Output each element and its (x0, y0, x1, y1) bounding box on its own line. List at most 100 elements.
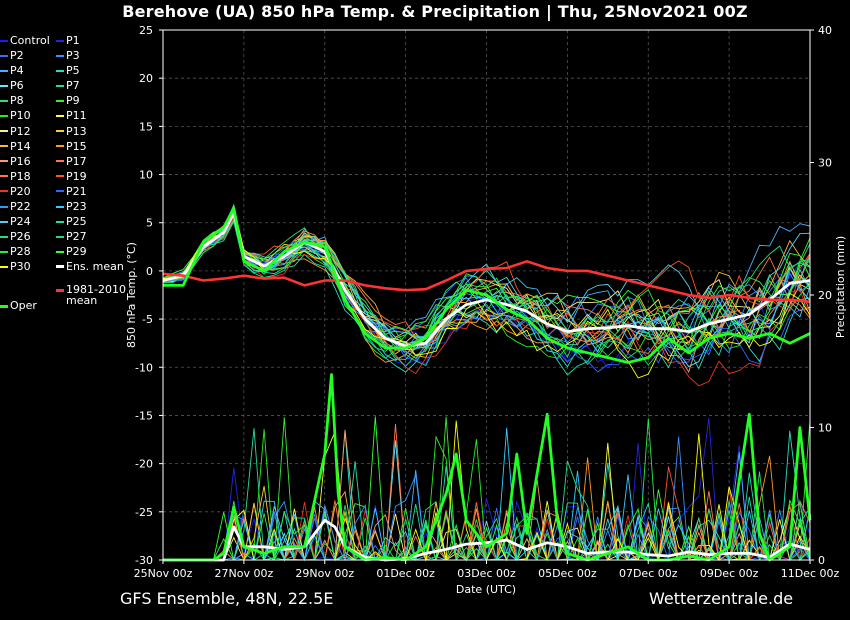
legend-label: P20 (10, 184, 31, 198)
legend-row: P10 P11 (0, 108, 126, 123)
legend-swatch (56, 130, 64, 133)
ensemble-member-temp (162, 213, 811, 348)
y2-tick-label: 10 (818, 422, 832, 435)
x-tick-label: 01Dec 00z (376, 567, 435, 580)
y-tick-label: -30 (135, 554, 153, 567)
ensemble-member-temp (162, 215, 811, 387)
y-tick-label: 25 (139, 24, 153, 37)
legend-row: P26 P27 (0, 229, 126, 244)
legend-label: Ens. mean (66, 260, 124, 274)
legend-entry: P25 (56, 214, 87, 229)
legend-label: P21 (66, 184, 87, 198)
legend-swatch (0, 160, 8, 163)
legend-swatch (56, 288, 64, 292)
y-tick-label: -25 (135, 506, 153, 519)
legend-row: P22 P23 (0, 199, 126, 214)
legend-swatch (0, 39, 8, 42)
legend-label: P12 (10, 124, 31, 138)
legend-row: P14 P15 (0, 139, 126, 154)
legend-swatch (56, 205, 64, 208)
legend-swatch (56, 250, 64, 253)
ensemble-member-temp (162, 219, 811, 363)
legend-row: P2 P3 (0, 48, 126, 63)
legend-row: P24 P25 (0, 214, 126, 229)
x-tick-label: 07Dec 00z (619, 567, 678, 580)
legend-swatch (56, 99, 64, 102)
y-tick-label: 20 (139, 72, 153, 85)
y-tick-label: -5 (142, 313, 153, 326)
legend-entry: P28 (0, 244, 56, 259)
legend-swatch (0, 175, 8, 178)
legend-entry: P8 (0, 93, 56, 108)
legend-entry: P16 (0, 154, 56, 169)
y-axis-left-label: 850 hPa Temp. (°C) (125, 242, 138, 348)
legend-row: P18 P19 (0, 169, 126, 184)
legend-swatch (56, 265, 64, 269)
legend-row: P20 P21 (0, 184, 126, 199)
legend-label: P14 (10, 139, 31, 153)
legend-swatch (0, 84, 8, 87)
legend-entry: P5 (56, 63, 80, 78)
legend-row: P8 P9 (0, 93, 126, 108)
legend-label: P3 (66, 49, 80, 63)
legend-entry: P30 (0, 259, 56, 274)
y-tick-label: 5 (146, 217, 153, 230)
legend-entry: P18 (0, 169, 56, 184)
legend-swatch (0, 54, 8, 57)
y-axis-right: 40 30 20 10 0 (810, 24, 832, 567)
legend-label: P24 (10, 215, 31, 229)
legend-swatch (0, 250, 8, 253)
y2-tick-label: 30 (818, 157, 832, 170)
ensemble-member-temp (162, 211, 811, 373)
legend-label: Control (10, 34, 50, 47)
legend-swatch (56, 235, 64, 238)
legend-swatch (0, 145, 8, 148)
legend-swatch (0, 130, 8, 133)
y2-tick-label: 20 (818, 289, 832, 302)
legend-label: P8 (10, 94, 24, 108)
legend-label: P6 (10, 79, 24, 93)
legend-swatch (56, 84, 64, 87)
x-axis: 25Nov 00z 27Nov 00z 29Nov 00z 01Dec 00z 03De… (134, 560, 839, 580)
legend-label: P28 (10, 245, 31, 259)
legend-label: P9 (66, 94, 80, 108)
legend-entry: P19 (56, 169, 87, 184)
legend-entry: P26 (0, 229, 56, 244)
legend-label: Oper (10, 299, 37, 313)
legend-label: P2 (10, 49, 24, 63)
legend-entry: Ens. mean (56, 259, 124, 274)
legend-entry: P21 (56, 184, 87, 199)
legend-entry: P14 (0, 139, 56, 154)
legend-label: P27 (66, 230, 87, 244)
x-tick-label: 03Dec 00z (457, 567, 516, 580)
legend-swatch (0, 220, 8, 223)
legend-label-line: mean (66, 293, 98, 307)
legend-swatch (56, 115, 64, 118)
legend-entry: P4 (0, 63, 56, 78)
legend-entry: P15 (56, 139, 87, 154)
x-axis-label: Date (UTC) (456, 583, 516, 596)
legend-swatch (56, 69, 64, 72)
legend-label: P18 (10, 169, 31, 183)
highlight-series (162, 206, 812, 562)
legend-row: P4 P5 (0, 63, 126, 78)
legend-label: 1981-2010 mean (66, 284, 126, 306)
legend-row: Oper 1981-2010 mean (0, 284, 126, 314)
legend-entry: P23 (56, 199, 87, 214)
legend-entry: P27 (56, 229, 87, 244)
legend-entry: P1 (56, 33, 80, 48)
legend-entry-climatology: 1981-2010 mean (56, 284, 126, 314)
y-tick-label: -10 (135, 361, 153, 374)
series-ens-mean (162, 211, 811, 348)
series-1981-2010-mean (162, 260, 811, 303)
legend-row: P16 P17 (0, 154, 126, 169)
legend-entry: P17 (56, 154, 87, 169)
source-credit: Wetterzentrale.de (649, 589, 794, 608)
legend-label: P4 (10, 64, 24, 78)
legend-entry: P11 (56, 108, 87, 123)
ensemble-member-temp (162, 207, 811, 373)
legend-swatch (0, 304, 8, 308)
chart-title: Berehove (UA) 850 hPa Temp. & Precipitat… (122, 2, 748, 21)
legend-swatch (56, 220, 64, 223)
